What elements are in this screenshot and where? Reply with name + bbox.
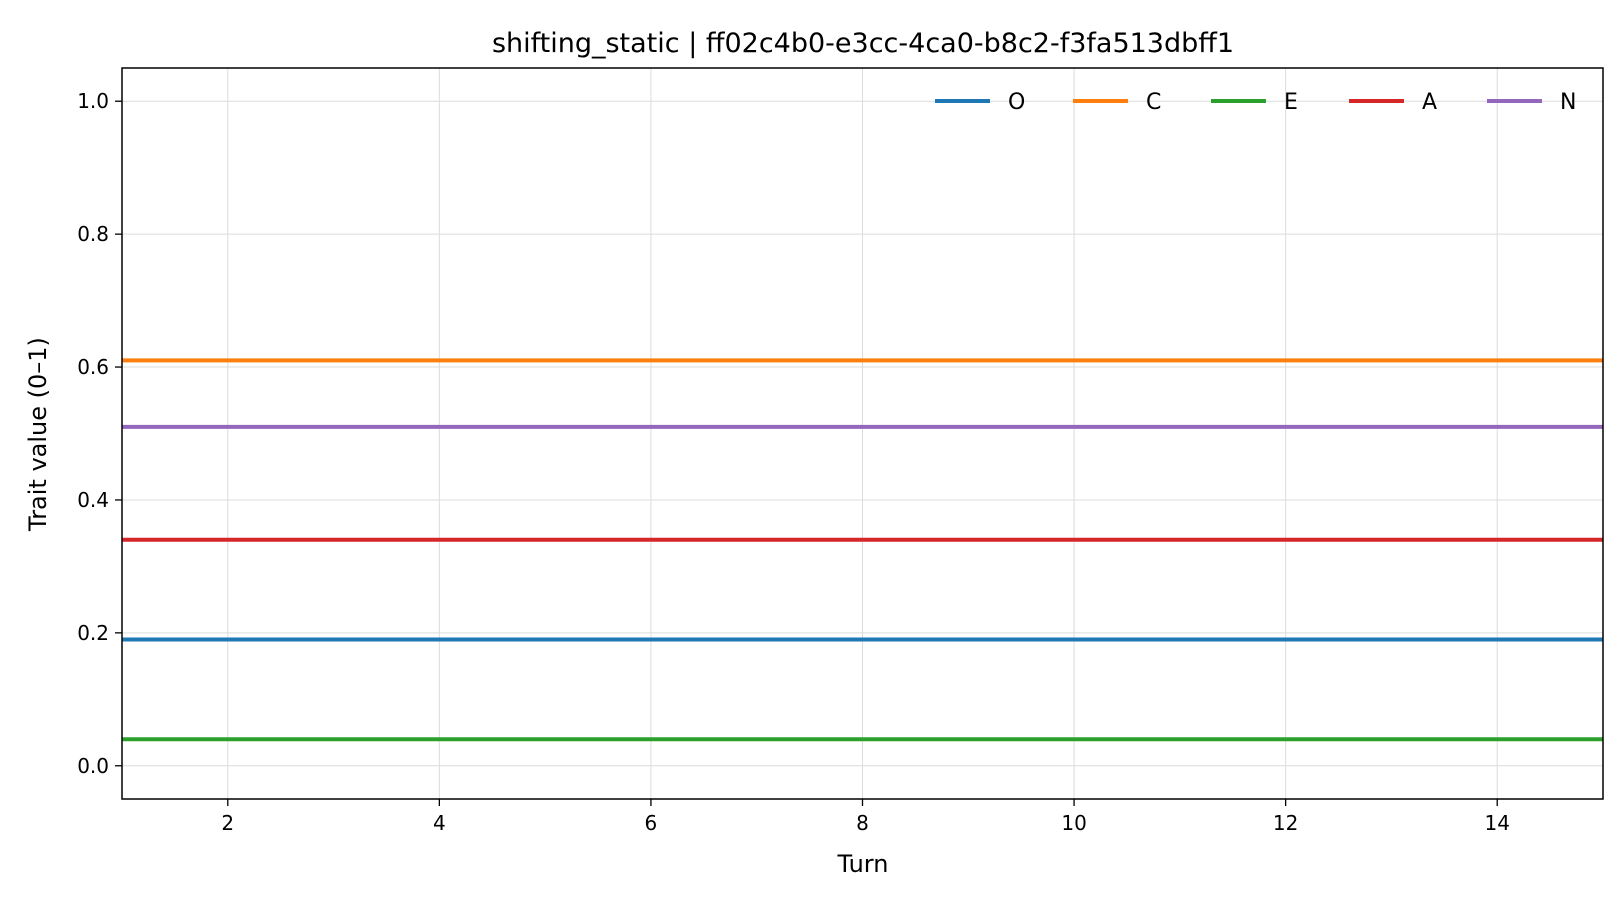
y-tick-label: 0.4 xyxy=(77,488,109,512)
chart-title: shifting_static | ff02c4b0-e3cc-4ca0-b8c… xyxy=(492,28,1234,59)
x-tick-label: 14 xyxy=(1484,811,1509,835)
y-tick-label: 1.0 xyxy=(77,89,109,113)
x-tick-label: 8 xyxy=(856,811,869,835)
y-tick-label: 0.8 xyxy=(77,222,109,246)
y-tick-label: 0.2 xyxy=(77,621,109,645)
legend-label-e: E xyxy=(1284,90,1298,115)
y-axis-title: Trait value (0–1) xyxy=(24,337,52,532)
legend-label-o: O xyxy=(1008,90,1025,115)
legend-label-c: C xyxy=(1146,90,1161,115)
series-lines xyxy=(122,358,1603,742)
x-tick-label: 2 xyxy=(221,811,234,835)
y-axis-ticks: 0.0 0.2 0.4 0.6 0.8 1.0 xyxy=(77,89,122,778)
x-axis-ticks: 2 4 6 8 10 12 14 xyxy=(221,799,1510,835)
legend-label-a: A xyxy=(1422,90,1437,115)
x-tick-label: 6 xyxy=(645,811,658,835)
y-tick-label: 0.0 xyxy=(77,754,109,778)
y-tick-label: 0.6 xyxy=(77,355,109,379)
x-tick-label: 10 xyxy=(1061,811,1086,835)
x-axis-title: Turn xyxy=(837,850,889,878)
gridlines xyxy=(122,68,1603,799)
x-tick-label: 4 xyxy=(433,811,446,835)
legend-label-n: N xyxy=(1560,90,1576,115)
x-tick-label: 12 xyxy=(1273,811,1298,835)
